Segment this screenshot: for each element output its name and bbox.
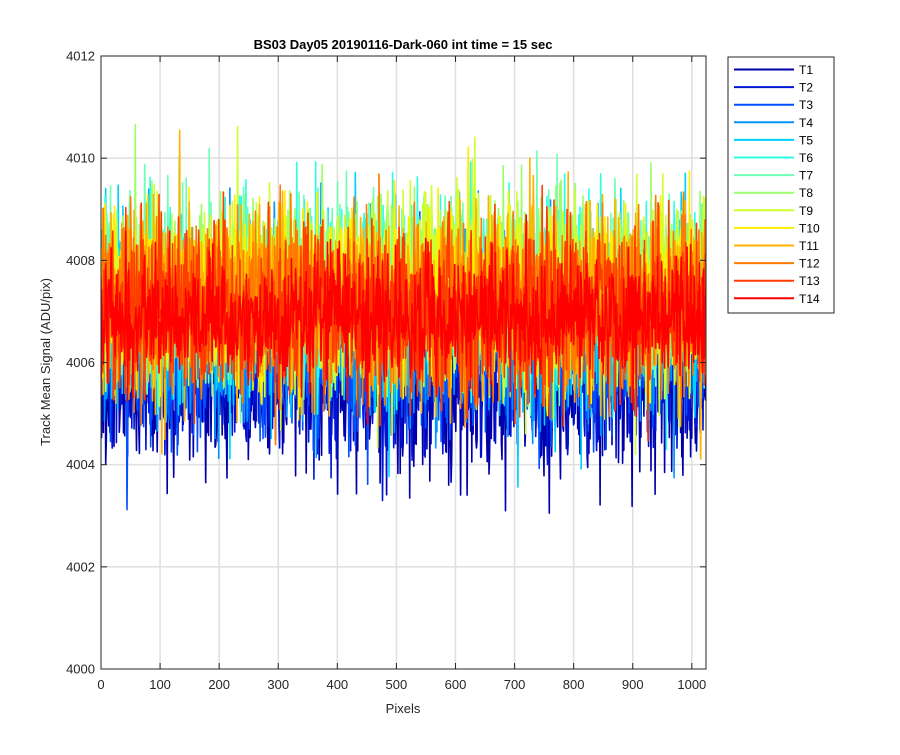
series-line-t13: [101, 184, 706, 442]
legend-label-t2: T2: [799, 81, 813, 95]
legend-box: [727, 56, 835, 314]
legend-label-t8: T8: [799, 186, 813, 200]
y-tick-label: 4008: [66, 253, 95, 268]
x-tick-label: 500: [386, 677, 408, 692]
y-tick-label: 4012: [66, 49, 95, 64]
legend-label-t13: T13: [799, 274, 820, 288]
x-axis-label: Pixels: [386, 701, 421, 716]
x-tick-label: 1000: [677, 677, 706, 692]
x-tick-label: 600: [445, 677, 467, 692]
legend-label-t14: T14: [799, 292, 820, 306]
legend-label-t12: T12: [799, 257, 820, 271]
y-axis-label: Track Mean Signal (ADU/pix): [38, 278, 53, 446]
legend: T1 T2 T3 T4 T5 T6 T7 T8 T9 T10 T11 T12 T13 T14: [727, 56, 835, 314]
x-tick-label: 100: [149, 677, 171, 692]
x-tick-label: 200: [208, 677, 230, 692]
legend-label-t3: T3: [799, 98, 813, 112]
y-tick-label: 4002: [66, 559, 95, 574]
legend-label-t9: T9: [799, 204, 813, 218]
series-line-t14: [101, 214, 706, 425]
y-tick-label: 4000: [66, 662, 95, 677]
x-tick-label: 900: [622, 677, 644, 692]
legend-label-t4: T4: [799, 116, 813, 130]
axis-ticks: 0 100 200 300 400 500 600 700 800 900 1000 4000 4002…: [66, 49, 706, 693]
legend-label-t5: T5: [799, 133, 813, 147]
legend-label-t7: T7: [799, 169, 813, 183]
y-tick-label: 4010: [66, 151, 95, 166]
chart-title: BS03 Day05 20190116-Dark-060 int time = …: [254, 37, 553, 52]
legend-label-t6: T6: [799, 151, 813, 165]
legend-label-t10: T10: [799, 221, 820, 235]
legend-label-t1: T1: [799, 63, 813, 77]
plot-area: [101, 123, 706, 514]
x-tick-label: 700: [504, 677, 526, 692]
x-tick-label: 0: [97, 677, 104, 692]
x-tick-label: 800: [563, 677, 585, 692]
legend-label-t11: T11: [799, 239, 819, 253]
y-tick-label: 4006: [66, 355, 95, 370]
legend-items: T1 T2 T3 T4 T5 T6 T7 T8 T9 T10 T11 T12 T13 T14: [734, 63, 820, 306]
x-tick-label: 300: [267, 677, 289, 692]
x-tick-label: 400: [326, 677, 348, 692]
y-tick-label: 4004: [66, 457, 95, 472]
